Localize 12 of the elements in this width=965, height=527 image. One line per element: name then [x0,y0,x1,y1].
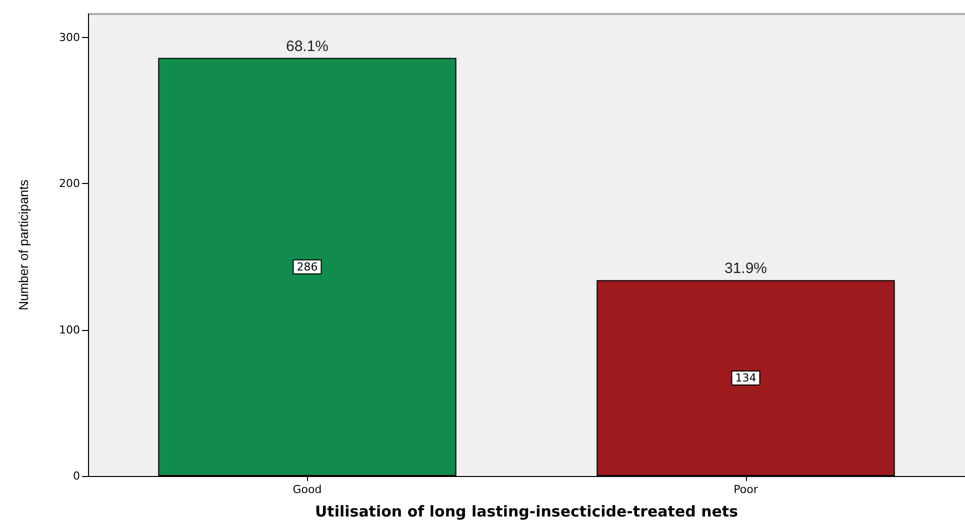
y-tick-label: 200 [59,177,80,190]
y-axis-title: Number of participants [16,179,31,310]
data-label: 286 [296,260,318,274]
y-tick-label: 100 [59,323,80,336]
x-tick-label: Good [292,483,322,496]
data-label: 134 [735,372,756,385]
x-tick-label: Poor [734,483,758,496]
annotation: 68.1% [286,38,329,55]
y-tick-label: 300 [59,30,80,44]
annotation: 31.9% [724,260,768,278]
y-tick-label: 0 [73,470,80,482]
x-axis-title: Utilisation of long lasting-insecticide-treated nets [314,502,738,520]
